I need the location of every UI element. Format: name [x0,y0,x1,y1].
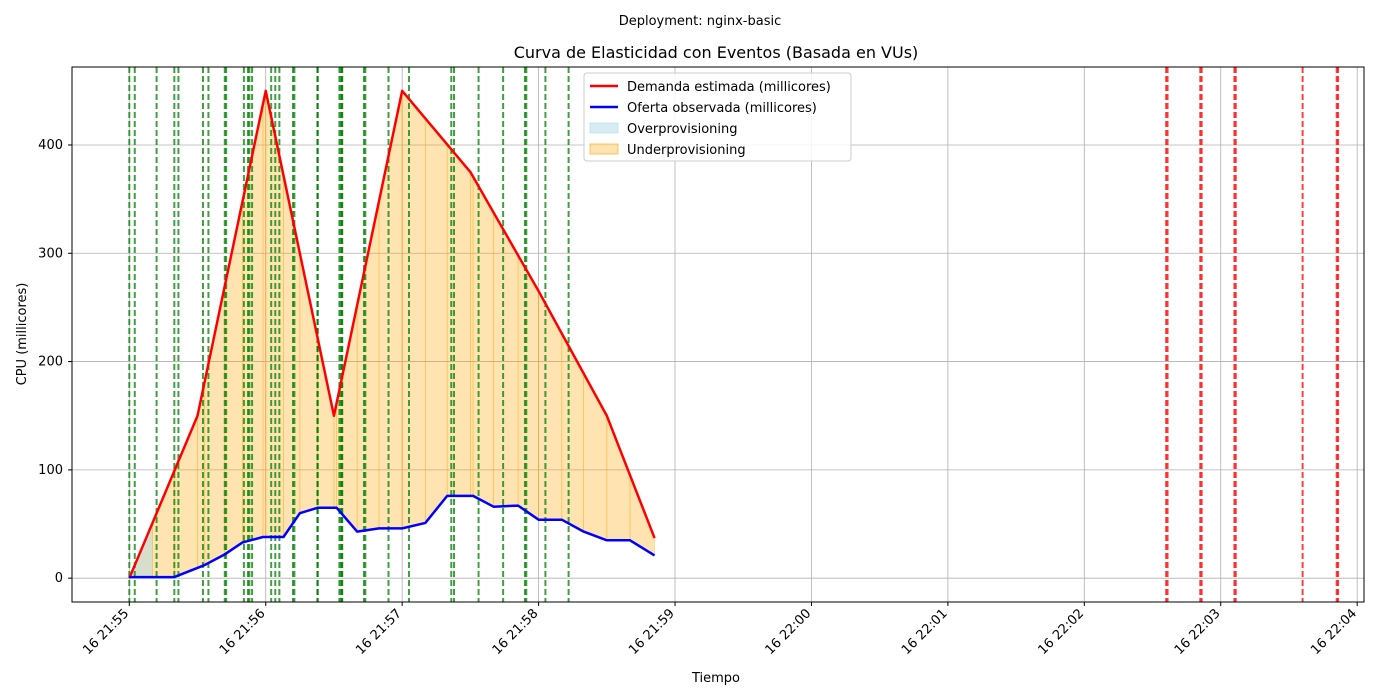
plot-frame [71,66,1365,603]
legend-underprovisioning-label: Underprovisioning [627,143,746,158]
underprovisioning-area [472,175,494,508]
x-tick-label: 16 22:02 [1035,606,1087,658]
legend-demand-label: Demanda estimada (millicores) [627,80,831,95]
underprovisioning-area [561,333,585,533]
y-tick-label: 400 [38,138,63,153]
chart-title: Curva de Elasticidad con Eventos (Basada… [514,43,919,62]
underprovisioning-area [424,117,448,525]
x-tick-label: 16 21:55 [80,606,132,658]
y-tick-label: 0 [55,571,63,586]
underprovisioning-area [401,89,426,529]
legend-overprovisioning-swatch [589,122,619,134]
x-tick-label: 16 22:01 [899,606,951,658]
underprovisioning-area [317,337,335,509]
legend-underprovisioning-swatch [589,143,619,155]
plot-area: 0 100 200 300 400 16 21:55 16 21:56 16 21:57 16 … [38,66,1365,658]
x-tick-label: 16 21:57 [353,606,405,658]
chart-suptitle: Deployment: nginx-basic [619,14,782,29]
y-tick-label: 200 [38,355,63,370]
demand-line [128,89,656,579]
underprovisioning-area [378,90,403,529]
underprovisioning-area [262,90,267,538]
y-axis-label: CPU (millicores) [15,283,30,386]
x-tick-label: 16 22:03 [1172,606,1224,658]
legend-overprovisioning-label: Overprovisioning [627,122,738,137]
x-tick-label: 16 22:00 [763,606,815,658]
x-tick-label: 16 21:58 [490,606,542,658]
underprovisioning-area [469,170,474,497]
supply-line [129,494,656,579]
underprovisioning-area [517,253,539,521]
underprovisioning-area [493,211,519,508]
y-tick-label: 300 [38,246,63,261]
x-tick-label: 16 21:56 [217,606,269,658]
y-tick-label: 100 [38,463,63,478]
underprovisioning-area [224,201,243,556]
underprovisioning-area [333,402,338,509]
underprovisioning-area [283,175,301,539]
underprovisioning-area [203,285,226,566]
underprovisioning-area [606,415,631,541]
x-tick-label: 16 22:04 [1308,606,1360,658]
x-axis-label: Tiempo [691,671,740,686]
legend-box [583,72,852,162]
legend-supply-label: Oferta observada (millicores) [627,101,817,116]
underprovisioning-area [583,373,608,541]
x-tick-label: 16 21:59 [626,606,678,658]
